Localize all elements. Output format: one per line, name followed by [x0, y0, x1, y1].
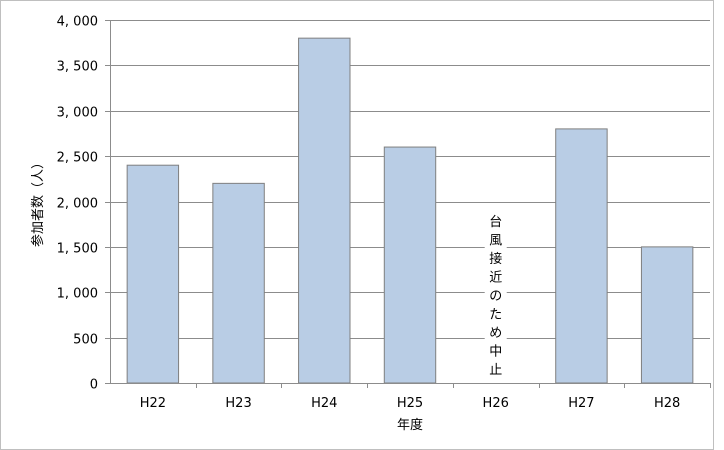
y-axis-title: 参加者数（人） — [30, 156, 46, 247]
y-tick-label: 4, 000 — [57, 15, 98, 30]
bar-h22 — [126, 164, 180, 384]
x-axis-title: 年度 — [397, 417, 423, 433]
x-tick-label: H22 — [140, 396, 166, 411]
annotation-text: 台風接近のため中止 — [489, 215, 502, 378]
annotation: 台風接近のため中止 — [484, 212, 507, 383]
y-tick-label: 2, 000 — [57, 197, 98, 212]
bars — [126, 37, 694, 384]
y-tick-label: 3, 000 — [57, 106, 98, 121]
y-tick-label: 3, 500 — [57, 60, 98, 75]
x-tick-label: H26 — [483, 396, 509, 411]
bar-h27 — [555, 128, 608, 384]
y-tick-label: 0 — [90, 378, 98, 393]
x-tick-label: H23 — [225, 396, 251, 411]
y-tick-labels: 0 500 1, 000 1, 500 2, 000 2, 500 3, 000 3, 500… — [57, 15, 98, 393]
bar-h28 — [640, 246, 694, 384]
y-tick-label: 500 — [73, 333, 98, 348]
x-tick-label: H28 — [654, 396, 680, 411]
x-tick-label: H24 — [311, 396, 337, 411]
axes — [105, 20, 711, 388]
bar-h23 — [212, 182, 265, 384]
bar-h24 — [298, 37, 351, 384]
bar-h25 — [383, 146, 437, 384]
x-tick-labels: H22 H23 H24 H25 H26 H27 H28 — [140, 396, 681, 411]
y-tick-label: 1, 000 — [57, 287, 98, 302]
x-tick-label: H27 — [568, 396, 594, 411]
annotation-background — [484, 212, 507, 383]
y-tick-label: 1, 500 — [57, 242, 98, 257]
y-tick-label: 2, 500 — [57, 151, 98, 166]
x-tick-label: H25 — [397, 396, 423, 411]
